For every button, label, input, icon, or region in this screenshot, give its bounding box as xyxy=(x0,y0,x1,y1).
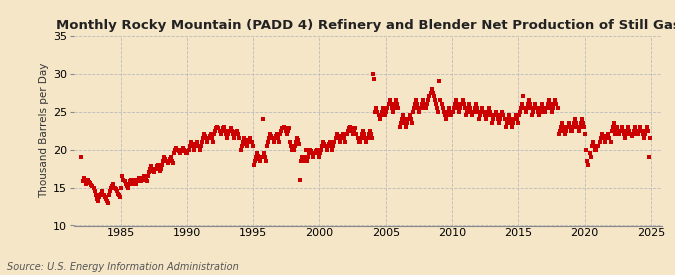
Text: Source: U.S. Energy Information Administration: Source: U.S. Energy Information Administ… xyxy=(7,262,238,272)
Y-axis label: Thousand Barrels per Day: Thousand Barrels per Day xyxy=(39,63,49,198)
Title: Monthly Rocky Mountain (PADD 4) Refinery and Blender Net Production of Still Gas: Monthly Rocky Mountain (PADD 4) Refinery… xyxy=(55,19,675,32)
